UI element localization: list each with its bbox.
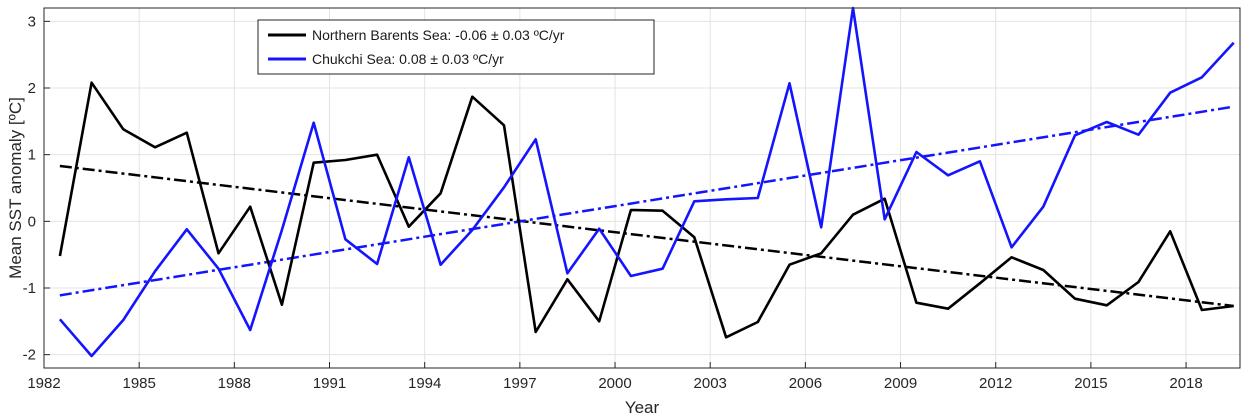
trend-line-chukchi xyxy=(59,105,1234,297)
x-axis-label: Year xyxy=(625,398,660,417)
plot-frame xyxy=(43,7,1241,369)
x-tick-label: 2006 xyxy=(789,375,822,392)
x-tick-label: 1982 xyxy=(27,375,60,392)
series-line-chukchi xyxy=(58,6,1235,358)
x-tick-label: 1988 xyxy=(218,375,251,392)
series-line-northern-barents xyxy=(58,81,1234,339)
x-tick-label: 2000 xyxy=(598,375,631,392)
y-tick-label: 3 xyxy=(28,13,36,30)
y-tick-label: 1 xyxy=(28,147,36,164)
legend-label-chukchi: Chukchi Sea: 0.08 ± 0.03 ºC/yr xyxy=(312,51,504,67)
legend: Northern Barents Sea: -0.06 ± 0.03 ºC/yr… xyxy=(257,19,655,75)
x-tick-label: 2012 xyxy=(979,375,1012,392)
x-tick-label: 1997 xyxy=(503,375,536,392)
legend-box xyxy=(257,19,655,75)
y-tick-label: -1 xyxy=(23,280,36,297)
y-tick-label: 2 xyxy=(28,80,36,97)
x-tick-label: 2018 xyxy=(1169,375,1202,392)
trend-line-northern-barents xyxy=(59,164,1234,308)
y-tick-label: -2 xyxy=(23,347,36,364)
x-tick-label: 2015 xyxy=(1074,375,1107,392)
trend-lines xyxy=(59,105,1234,308)
legend-label-northern-barents: Northern Barents Sea: -0.06 ± 0.03 ºC/yr xyxy=(312,27,565,43)
y-tick-label: 0 xyxy=(28,213,36,230)
x-tick-label: 1991 xyxy=(313,375,346,392)
y-axis-label: Mean SST anomaly [ºC] xyxy=(6,97,25,279)
x-tick-label: 1994 xyxy=(408,375,441,392)
x-tick-label: 2003 xyxy=(694,375,727,392)
x-tick-label: 1985 xyxy=(122,375,155,392)
x-tick-label: 2009 xyxy=(884,375,917,392)
data-series xyxy=(58,6,1235,358)
axis-ticks: 1982 1985 1988 1991 1994 1997 2000 2003 2006 2009… xyxy=(23,13,1203,392)
